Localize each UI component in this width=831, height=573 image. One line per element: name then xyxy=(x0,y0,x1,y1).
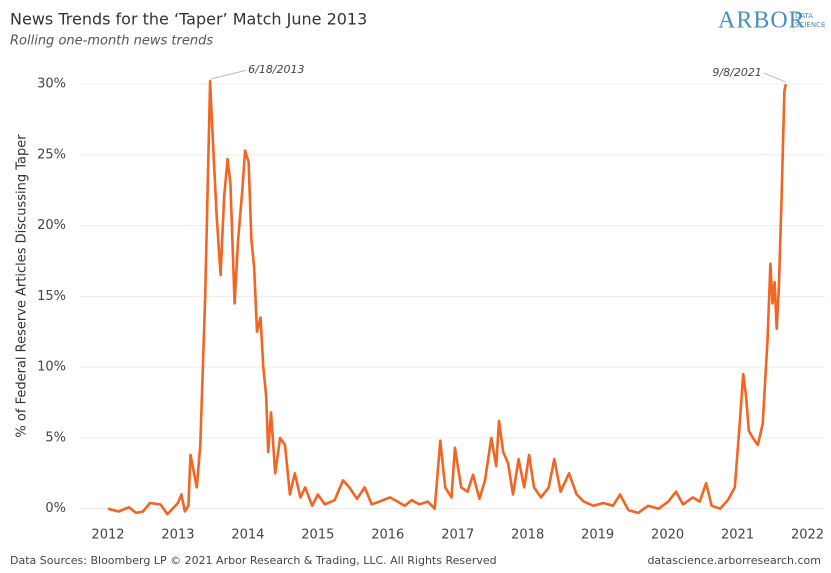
x-tick-label: 2017 xyxy=(441,528,474,543)
logo: ARBOR xyxy=(718,8,806,34)
x-tick-label: 2013 xyxy=(161,528,194,543)
y-tick-label: 15% xyxy=(37,289,66,304)
annotation: 6/18/2013 xyxy=(248,63,304,76)
x-tick-label: 2021 xyxy=(721,528,754,543)
y-tick-label: 25% xyxy=(37,147,66,162)
logo-sub: DATA xyxy=(795,12,813,20)
x-tick-label: 2018 xyxy=(511,528,544,543)
x-tick-label: 2014 xyxy=(231,528,264,543)
y-tick-label: 5% xyxy=(45,430,66,445)
annotation: 9/8/2021 xyxy=(712,66,761,79)
x-tick-label: 2012 xyxy=(91,528,124,543)
x-tick-label: 2019 xyxy=(581,528,614,543)
y-tick-label: 0% xyxy=(45,501,66,516)
annotation-leader xyxy=(763,72,787,83)
y-tick-label: 30% xyxy=(37,77,66,92)
x-tick-label: 2020 xyxy=(651,528,684,543)
website: datascience.arborresearch.com xyxy=(647,554,821,567)
y-tick-label: 20% xyxy=(37,218,66,233)
y-axis-label: % of Federal Reserve Articles Discussing… xyxy=(15,134,30,438)
x-tick-label: 2016 xyxy=(371,528,404,543)
x-tick-label: 2015 xyxy=(301,528,334,543)
y-tick-label: 10% xyxy=(37,360,66,375)
x-tick-label: 2022 xyxy=(791,528,824,543)
logo-sub: SCIENCE xyxy=(795,21,825,29)
source: Data Sources: Bloomberg LP © 2021 Arbor … xyxy=(10,554,497,567)
chart-subtitle: Rolling one-month news trends xyxy=(10,34,213,49)
data-line xyxy=(107,79,788,516)
annotation-leader xyxy=(209,69,247,80)
chart-title: News Trends for the ‘Taper’ Match June 2… xyxy=(10,10,367,29)
